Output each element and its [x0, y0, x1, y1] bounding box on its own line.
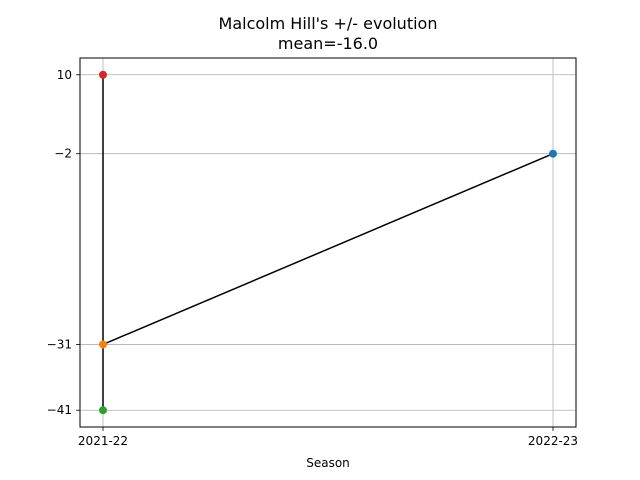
series-line — [102, 74, 554, 411]
data-point — [99, 406, 107, 415]
data-point — [99, 70, 107, 79]
data-point — [99, 340, 107, 349]
y-tick-label: −41 — [47, 403, 72, 417]
y-tick-label: 10 — [57, 68, 72, 82]
data-markers — [99, 70, 557, 415]
y-tick-label: −31 — [47, 337, 72, 351]
chart-subtitle: mean=-16.0 — [278, 34, 378, 53]
y-tick-label: −2 — [54, 147, 72, 161]
x-tick-label: 2021-22 — [78, 434, 128, 448]
x-axis-label: Season — [306, 456, 350, 470]
y-axis-ticks: 10 −2 −31 −41 — [47, 68, 80, 417]
data-point — [549, 149, 557, 158]
x-axis-ticks: 2021-22 2022-23 — [78, 427, 578, 448]
chart-title: Malcolm Hill's +/- evolution — [219, 14, 438, 33]
grid-lines — [80, 58, 576, 427]
x-tick-label: 2022-23 — [528, 434, 578, 448]
plot-frame — [79, 57, 577, 428]
series-line-path — [102, 74, 554, 411]
